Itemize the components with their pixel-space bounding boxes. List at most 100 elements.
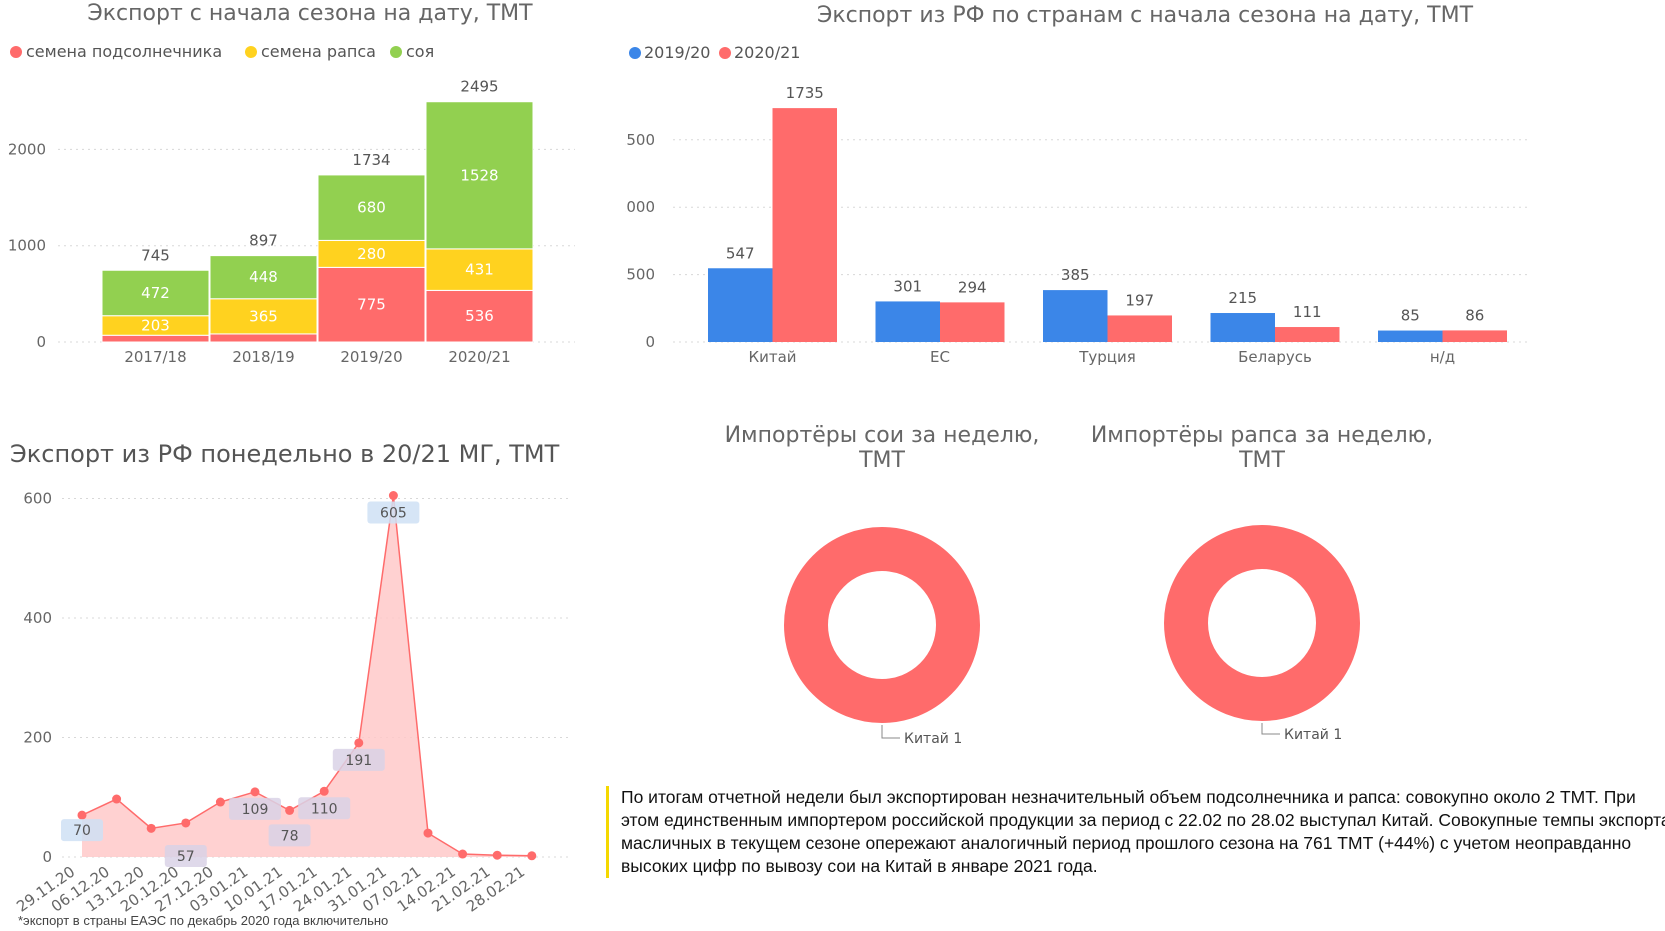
legend-label-2019-20: 2019/20 (644, 43, 710, 62)
stacked-bar-segment (101, 269, 210, 317)
weekly-point-label-box (229, 797, 281, 820)
stacked-total-label: 897 (249, 232, 278, 250)
weekly-y-tick: 600 (23, 490, 52, 508)
country-chart-legend: 2019/20 2020/21 (629, 43, 800, 62)
country-y-tick: 1500 (625, 131, 655, 149)
rapeseed-donut-slice-label: Китай 1 (1284, 727, 1342, 743)
country-bar-label: 294 (958, 278, 987, 296)
country-y-tick: 500 (626, 266, 655, 284)
weekly-point-label-box (61, 819, 103, 842)
country-x-tick: Турция (1078, 348, 1136, 366)
weekly-point-label-box (164, 844, 207, 867)
weekly-y-tick: 0 (42, 848, 52, 866)
stacked-total-label: 2495 (460, 78, 498, 96)
weekly-point-label: 109 (242, 802, 269, 818)
weekly-point (492, 850, 502, 860)
stacked-bar-segment (425, 101, 534, 250)
legend-swatch-rapeseed (245, 46, 257, 58)
stacked-y-tick: 0 (36, 333, 46, 351)
country-bar (708, 268, 773, 342)
soy-donut-slice-label: Китай 1 (904, 731, 962, 747)
country-y-tick: 1000 (625, 198, 655, 216)
weekly-point (319, 786, 329, 796)
stacked-segment-label: 431 (465, 261, 494, 279)
country-bar (1275, 327, 1340, 342)
stacked-segment-label: 448 (249, 268, 278, 286)
weekly-point (354, 738, 364, 748)
stacked-total-label: 1734 (352, 151, 390, 169)
legend-swatch-2020-21 (719, 47, 731, 59)
weekly-y-tick: 400 (23, 609, 52, 627)
country-bar-label: 1735 (786, 84, 824, 102)
weekly-point (285, 805, 295, 815)
country-bar (875, 301, 940, 342)
stacked-segment-label: 536 (465, 307, 494, 325)
country-bar-label: 197 (1125, 291, 1154, 309)
stacked-segment-label: 472 (141, 284, 170, 302)
weekly-point-label-box (268, 824, 311, 847)
country-bar (940, 302, 1005, 342)
stacked-y-tick: 1000 (8, 237, 46, 255)
importer-donut-charts: Импортёры сои за неделю, ТМТ Китай 1 Имп… (725, 423, 1434, 747)
legend-label-2020-21: 2020/21 (734, 43, 800, 62)
stacked-total-label: 745 (141, 246, 170, 264)
country-x-tick: Китай (748, 348, 796, 366)
weekly-point-label: 110 (311, 801, 338, 817)
weekly-point-label: 78 (281, 828, 299, 844)
country-bar (1378, 330, 1443, 342)
stacked-x-tick: 2020/21 (448, 348, 510, 366)
soy-donut-title-line2: ТМТ (858, 448, 905, 473)
stacked-segment-label: 680 (357, 199, 386, 217)
weekly-point (77, 810, 87, 820)
stacked-x-tick: 2019/20 (340, 348, 402, 366)
country-x-tick: н/д (1430, 348, 1455, 366)
country-bar (1043, 290, 1108, 342)
weekly-y-tick: 200 (23, 729, 52, 747)
weekly-point-label: 70 (73, 823, 91, 839)
country-bar-label: 385 (1061, 266, 1090, 284)
soy-donut-leader-line (881, 725, 900, 739)
stacked-bar-segment (425, 289, 534, 343)
weekly-point (388, 491, 398, 501)
commentary-text: По итогам отчетной недели был экспортиро… (606, 786, 1665, 878)
stacked-chart-title: Экспорт с начала сезона на дату, ТМТ (87, 1, 533, 26)
country-x-tick: ЕС (930, 348, 950, 366)
footnote: *экспорт в страны ЕАЭС по декабрь 2020 г… (18, 913, 389, 928)
rapeseed-donut-leader-line (1261, 723, 1280, 735)
weekly-point (181, 818, 191, 828)
country-export-chart: Экспорт из РФ по странам с начала сезона… (625, 3, 1530, 366)
stacked-x-tick: 2018/19 (232, 348, 294, 366)
stacked-segment-label: 203 (141, 316, 170, 334)
weekly-export-chart: Экспорт из РФ понедельно в 20/21 МГ, ТМТ… (10, 440, 570, 915)
soy-donut-title-line1: Импортёры сои за неделю, (725, 423, 1040, 448)
stacked-segment-label: 280 (357, 245, 386, 263)
country-bar-label: 86 (1465, 306, 1484, 324)
weekly-point-label-box (367, 501, 420, 524)
country-bar (772, 108, 837, 342)
weekly-point-label-box (332, 748, 385, 771)
soy-donut-slice-china (784, 527, 980, 723)
legend-swatch-2019-20 (629, 47, 641, 59)
country-bar (1210, 313, 1275, 342)
legend-label-soy: соя (406, 42, 434, 61)
stacked-x-tick: 2017/18 (124, 348, 186, 366)
weekly-point (146, 823, 156, 833)
legend-swatch-soy (390, 46, 402, 58)
stacked-bar-segment (317, 266, 426, 343)
weekly-point (112, 794, 122, 804)
stacked-chart-legend: семена подсолнечника семена рапса соя (10, 42, 434, 61)
country-bar (1107, 315, 1172, 342)
stacked-bar-segment (209, 255, 318, 300)
legend-label-sunflower: семена подсолнечника (26, 42, 222, 61)
legend-swatch-sunflower (10, 46, 22, 58)
rapeseed-donut-title-line2: ТМТ (1238, 448, 1285, 473)
weekly-point-label: 191 (345, 753, 372, 769)
country-bar-label: 85 (1401, 307, 1420, 325)
rapeseed-importers-donut: Импортёры рапса за неделю, ТМТ Китай 1 (1091, 423, 1433, 743)
country-bar (1442, 330, 1507, 342)
weekly-area-fill (82, 495, 532, 857)
rapeseed-donut-title-line1: Импортёры рапса за неделю, (1091, 423, 1433, 448)
stacked-segment-label: 365 (249, 307, 278, 325)
stacked-bar-segment (317, 174, 426, 241)
legend-label-rapeseed: семена рапса (261, 42, 376, 61)
